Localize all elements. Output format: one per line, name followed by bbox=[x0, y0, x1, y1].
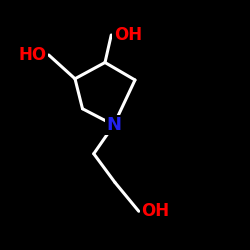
Text: HO: HO bbox=[18, 46, 46, 64]
Text: N: N bbox=[106, 116, 121, 134]
Text: OH: OH bbox=[114, 26, 142, 44]
Text: OH: OH bbox=[141, 202, 170, 220]
